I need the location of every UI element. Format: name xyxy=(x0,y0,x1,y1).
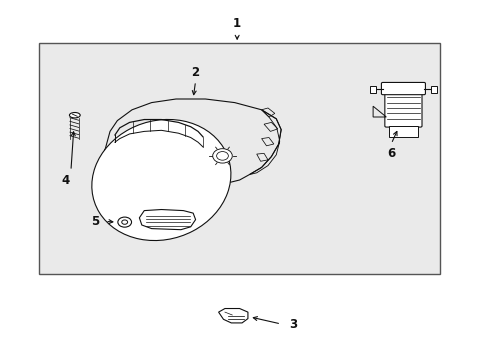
Ellipse shape xyxy=(122,220,127,224)
FancyBboxPatch shape xyxy=(369,86,375,93)
Ellipse shape xyxy=(212,149,232,163)
Text: 4: 4 xyxy=(62,174,70,186)
Ellipse shape xyxy=(118,217,131,227)
FancyBboxPatch shape xyxy=(39,43,439,274)
Text: 1: 1 xyxy=(233,17,241,30)
Ellipse shape xyxy=(92,120,230,240)
Ellipse shape xyxy=(69,112,80,118)
Text: 5: 5 xyxy=(91,215,99,228)
FancyBboxPatch shape xyxy=(381,82,425,95)
Text: 6: 6 xyxy=(386,147,394,159)
Text: 2: 2 xyxy=(191,66,199,78)
FancyBboxPatch shape xyxy=(384,93,421,127)
Ellipse shape xyxy=(216,152,228,160)
Text: 3: 3 xyxy=(289,318,297,330)
FancyBboxPatch shape xyxy=(388,126,417,137)
FancyBboxPatch shape xyxy=(430,86,436,93)
